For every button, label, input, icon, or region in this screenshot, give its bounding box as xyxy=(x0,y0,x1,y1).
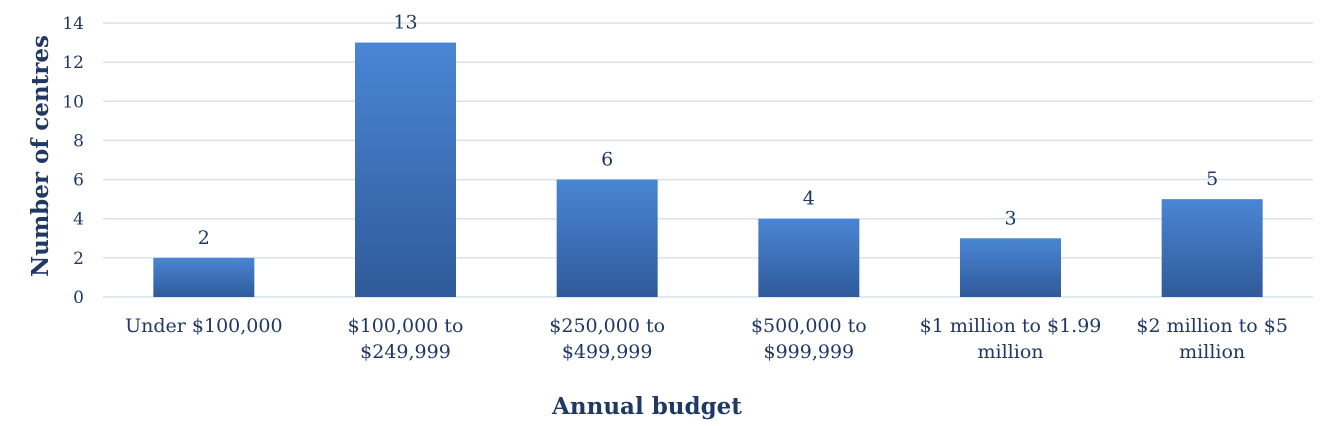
x-category-label-line: $1 million to $1.99 xyxy=(920,315,1102,337)
x-axis-categories: Under $100,000 $100,000 to $249,999 $250,00… xyxy=(125,315,1288,363)
x-category-label-line: million xyxy=(1179,341,1245,363)
bar-value-label: 3 xyxy=(1004,207,1016,229)
y-tick-label: 0 xyxy=(73,288,84,308)
bar xyxy=(556,179,658,297)
x-category-label: $500,000 to $999,999 xyxy=(751,315,867,363)
x-category-label: $2 million to $5 million xyxy=(1136,315,1288,363)
x-category-label-line: $999,999 xyxy=(763,341,854,363)
x-category-label-line: $500,000 to xyxy=(751,315,867,337)
y-axis-title: Number of centres xyxy=(27,35,54,277)
x-category-label-line: million xyxy=(978,341,1044,363)
bar-value-label: 5 xyxy=(1206,168,1218,190)
bar xyxy=(1161,199,1263,297)
y-tick-label: 8 xyxy=(73,131,84,151)
bar-value-label: 2 xyxy=(198,227,210,249)
bar-value-label: 6 xyxy=(601,149,613,171)
y-tick-label: 14 xyxy=(62,14,84,34)
bar xyxy=(355,42,456,298)
y-axis-ticks: 0 2 4 6 8 10 12 14 xyxy=(62,14,84,308)
bar xyxy=(960,238,1061,297)
x-category-label-line: $250,000 to xyxy=(549,315,665,337)
bars xyxy=(153,42,1263,298)
x-category-label-line: $2 million to $5 xyxy=(1136,315,1288,337)
x-category-label: $250,000 to $499,999 xyxy=(549,315,665,363)
bar xyxy=(758,218,860,297)
x-category-label: $1 million to $1.99 million xyxy=(920,315,1102,363)
y-tick-label: 4 xyxy=(73,210,84,230)
x-category-label: Under $100,000 xyxy=(125,315,282,337)
y-tick-label: 10 xyxy=(62,92,84,112)
gridlines xyxy=(103,22,1313,298)
y-tick-label: 12 xyxy=(62,53,84,73)
x-category-label-line: Under $100,000 xyxy=(125,315,282,337)
x-axis-title: Annual budget xyxy=(551,393,742,420)
bar-value-label: 4 xyxy=(803,188,815,210)
bar xyxy=(153,257,255,297)
x-category-label-line: $100,000 to xyxy=(348,315,464,337)
bar-value-label: 13 xyxy=(393,12,417,34)
y-tick-label: 6 xyxy=(73,171,84,191)
y-tick-label: 2 xyxy=(73,249,84,269)
x-category-label-line: $249,999 xyxy=(360,341,451,363)
x-category-label: $100,000 to $249,999 xyxy=(348,315,464,363)
data-labels: 2 13 6 4 3 5 xyxy=(198,12,1218,249)
x-category-label-line: $499,999 xyxy=(562,341,653,363)
